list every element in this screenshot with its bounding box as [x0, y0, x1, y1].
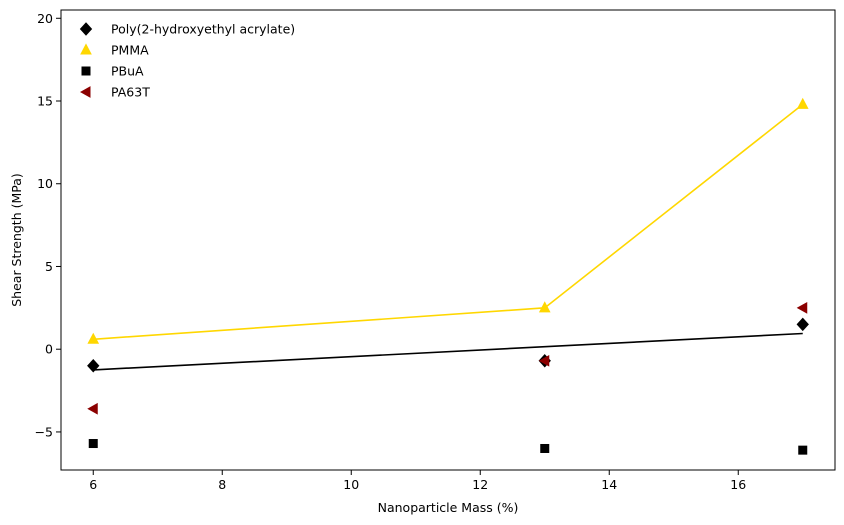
line-layer	[93, 103, 804, 371]
data-point	[538, 301, 551, 313]
legend-marker	[79, 86, 91, 98]
x-tick-label: 10	[343, 477, 359, 492]
legend-label: PBuA	[111, 64, 144, 79]
data-point	[538, 354, 550, 367]
legend: Poly(2-hydroxyethyl acrylate) PMMA PBuA PA6…	[79, 22, 295, 100]
x-tick-label: 14	[601, 477, 617, 492]
data-point	[796, 317, 809, 332]
legend-label: PMMA	[111, 43, 149, 58]
data-point	[87, 332, 100, 344]
data-point	[87, 359, 100, 373]
data-point	[87, 402, 98, 415]
y-tick-label: 20	[37, 11, 53, 26]
x-tick-label: 12	[472, 477, 488, 492]
y-axis-ticks: −5 0 5 10 15 20	[35, 11, 61, 439]
legend-marker	[81, 66, 91, 76]
data-point	[796, 97, 809, 109]
data-point	[798, 445, 808, 455]
legend-label: Poly(2-hydroxyethyl acrylate)	[111, 22, 295, 37]
data-point	[540, 443, 550, 453]
x-axis-ticks: 6 8 10 12 14 16	[89, 470, 746, 492]
series-line	[93, 332, 803, 371]
y-tick-label: 0	[45, 342, 53, 357]
legend-marker	[80, 43, 92, 55]
marker-layer	[87, 97, 809, 455]
plot-frame	[60, 9, 836, 471]
series-line	[93, 103, 804, 341]
legend-marker	[79, 22, 93, 36]
y-tick-label: 5	[45, 259, 53, 274]
y-tick-label: 10	[37, 176, 53, 191]
x-tick-label: 6	[89, 477, 97, 492]
data-point	[88, 439, 98, 449]
x-axis-label: Nanoparticle Mass (%)	[378, 500, 519, 515]
data-point	[796, 301, 808, 314]
legend-label: PA63T	[111, 85, 150, 100]
x-tick-label: 16	[730, 477, 746, 492]
x-tick-label: 8	[218, 477, 226, 492]
y-tick-label: −5	[35, 424, 53, 439]
y-axis-label: Shear Strength (MPa)	[9, 173, 24, 307]
y-tick-label: 15	[37, 94, 53, 109]
